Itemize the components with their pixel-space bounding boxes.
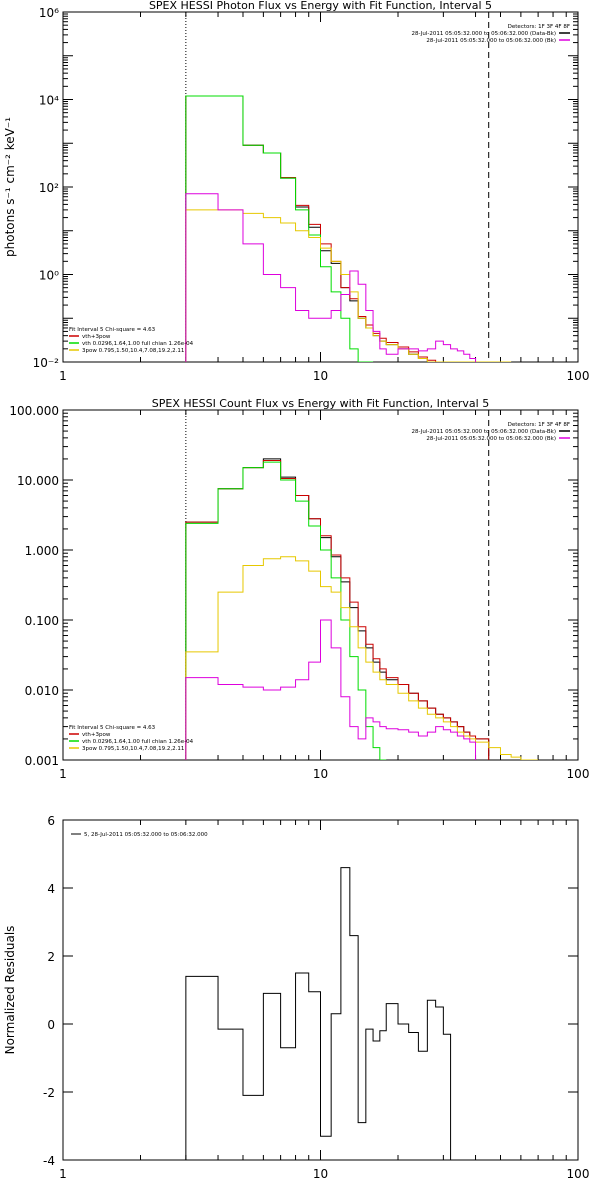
chart-title: SPEX HESSI Photon Flux vs Energy with Fi… <box>149 0 492 12</box>
y-axis-label: Normalized Residuals <box>3 926 17 1055</box>
x-tick-label: 10 <box>313 767 328 781</box>
legend-entry: 28-Jul-2011 05:05:32.000 to 05:06:32.000… <box>426 38 556 44</box>
series-line-2 <box>185 459 490 760</box>
x-tick-label: 100 <box>567 767 590 781</box>
legend-entry: vth+3pow <box>82 334 111 340</box>
legend-entry: vth+3pow <box>82 732 111 738</box>
y-tick-label: 100.000 <box>9 404 59 418</box>
y-tick-label: 10.000 <box>17 474 59 488</box>
y-tick-label: 6 <box>47 814 55 828</box>
legend-detectors: Detectors: 1F 3F 4F 8F <box>508 422 570 428</box>
x-tick-label: 10 <box>313 1167 328 1181</box>
x-tick-label: 1 <box>59 767 67 781</box>
series-line-3 <box>185 95 374 362</box>
y-tick-label: 0 <box>47 1018 55 1032</box>
legend-fit-header: Fit Interval 5 Chi-square = 4.63 <box>69 327 156 333</box>
series-line-1 <box>185 95 470 362</box>
series-line-4 <box>185 556 539 760</box>
y-tick-label: 0.010 <box>25 684 59 698</box>
y-tick-label: 0.001 <box>25 754 59 768</box>
series-line-2 <box>185 95 470 362</box>
chart-title: SPEX HESSI Count Flux vs Energy with Fit… <box>152 397 489 410</box>
x-tick-label: 100 <box>567 369 590 383</box>
y-tick-label: 10⁰ <box>39 269 59 283</box>
series-line-3 <box>185 461 387 760</box>
series-group <box>185 458 539 760</box>
y-tick-label: 0.100 <box>25 614 59 628</box>
legend-fit-header: Fit Interval 5 Chi-square = 4.63 <box>69 725 156 731</box>
y-tick-label: 10⁶ <box>39 6 59 20</box>
y-tick-label: 2 <box>47 950 55 964</box>
x-tick-label: 10 <box>313 369 328 383</box>
legend-entry: 3pow 0.795,1.50,10.4,7.08,19.2,2.11 <box>82 348 184 354</box>
x-tick-label: 1 <box>59 1167 67 1181</box>
series-line-5 <box>185 619 477 760</box>
series-line-5 <box>185 193 477 362</box>
x-tick-label: 1 <box>59 369 67 383</box>
legend-entry: vth 0.0296,1.64,1.00 full chian 1.26e-04 <box>82 341 194 347</box>
chart-panel-3: 1 10 100 -4 -2 0 2 4 6 Normalized Residuals 5, 28-… <box>3 814 589 1181</box>
y-tick-label: -2 <box>43 1086 55 1100</box>
legend-entry: vth 0.0296,1.64,1.00 full chian 1.26e-04 <box>82 739 194 745</box>
y-axis-label: photons s⁻¹ cm⁻² keV⁻¹ <box>3 117 17 257</box>
y-tick-label: 4 <box>47 882 55 896</box>
y-tick-label: 10² <box>39 181 59 195</box>
series-group <box>185 95 512 362</box>
series-line-1 <box>185 867 452 1160</box>
y-tick-label: 1.000 <box>25 544 59 558</box>
x-tick-label: 100 <box>567 1167 590 1181</box>
legend-entry: 28-Jul-2011 05:05:32.000 to 05:06:32.000… <box>412 31 557 37</box>
y-tick-label: -4 <box>43 1154 55 1168</box>
legend-entry: 28-Jul-2011 05:05:32.000 to 05:06:32.000… <box>412 429 557 435</box>
axes-frame <box>62 11 579 363</box>
legend-detectors: Detectors: 1F 3F 4F 8F <box>508 24 570 30</box>
series-line-4 <box>185 209 512 362</box>
chart-panel-1: 1 10 100 10⁻² 10⁰ 10² 10⁴ 10⁶ SPEX HESSI Photon … <box>3 0 589 383</box>
chart-panel-2: 1 10 100 0.001 0.010 0.100 1.000 10.000 100.000 S… <box>9 397 589 781</box>
legend-entry: 3pow 0.795,1.50,10.4,7.08,19.2,2.11 <box>82 746 184 752</box>
legend-entry: 28-Jul-2011 05:05:32.000 to 05:06:32.000… <box>426 436 556 442</box>
y-tick-label: 10⁴ <box>39 94 59 108</box>
y-tick-label: 10⁻² <box>33 356 60 370</box>
series-group <box>185 867 452 1160</box>
legend-entry: 5, 28-Jul-2011 05:05:32.000 to 05:06:32.… <box>84 832 208 838</box>
